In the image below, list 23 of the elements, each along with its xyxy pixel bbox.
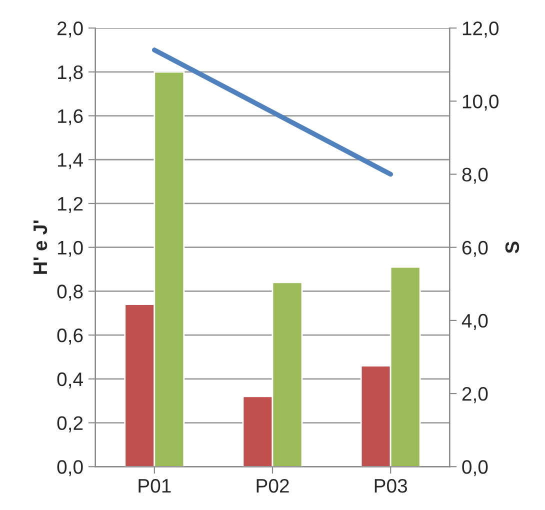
x-tick-label: P03 bbox=[374, 478, 408, 493]
y-tick-label: 0,0 bbox=[57, 460, 83, 476]
y-tick-label: 1,8 bbox=[58, 65, 83, 82]
x-tick-label: P02 bbox=[256, 478, 289, 493]
y-tick-label: 0,2 bbox=[57, 416, 83, 432]
y2-tick-label: 10,0 bbox=[462, 94, 499, 111]
y2-tick-label: 4,0 bbox=[462, 314, 488, 330]
y2-tick-label: 0,0 bbox=[462, 460, 488, 476]
y-tick-label: 0,4 bbox=[57, 372, 84, 388]
y-axis-title: H' e J' bbox=[34, 220, 48, 274]
y-tick-label: 1,6 bbox=[58, 109, 83, 126]
y-tick-label: 0,6 bbox=[57, 328, 83, 345]
y2-tick-label: 2,0 bbox=[462, 387, 488, 404]
y-tick-label: 2,0 bbox=[58, 22, 83, 38]
y2-tick-label: 12,0 bbox=[462, 22, 499, 38]
y2-axis-title: S bbox=[505, 242, 520, 254]
x-tick-label: P01 bbox=[138, 478, 171, 493]
y-tick-label: 1,2 bbox=[58, 196, 83, 214]
y-tick-label: 1,4 bbox=[58, 153, 84, 170]
y-tick-label: 0,8 bbox=[57, 284, 83, 301]
y-tick-label: 1,0 bbox=[58, 240, 83, 257]
y2-tick-label: 6,0 bbox=[462, 240, 488, 257]
y2-tick-label: 8,0 bbox=[462, 168, 488, 184]
